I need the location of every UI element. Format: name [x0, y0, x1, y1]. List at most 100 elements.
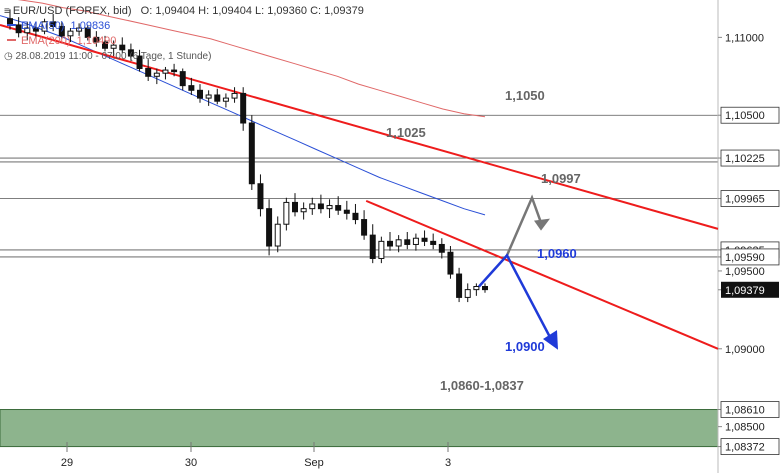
price-axis: 1,110001,105001,102251,099651,096351,095…: [718, 32, 780, 455]
price-label-box: [720, 248, 780, 266]
time-tick-label: 30: [185, 457, 197, 469]
price-tick-label: 1,08372: [725, 442, 765, 454]
legend-period-row: ◷ 28.08.2019 11:00 - 07:00 (6 Tage, 1 St…: [4, 49, 364, 64]
price-label-box: [720, 401, 780, 418]
candle-body: [317, 203, 324, 210]
price-tick-label: 1,09590: [725, 252, 765, 264]
candle-body: [257, 183, 264, 210]
annotation-zone: 1,0860-1,0837: [440, 378, 524, 393]
scenario-down-arrow: [478, 253, 554, 342]
price-label-box: [720, 438, 780, 455]
candle-body: [335, 205, 342, 211]
candle-body: [15, 24, 22, 34]
candle-body: [352, 212, 359, 221]
candle-body: [274, 223, 281, 247]
candle-body: [361, 219, 368, 236]
candle-body: [153, 72, 160, 77]
candle-body: [58, 25, 65, 37]
candle-body: [24, 27, 31, 34]
price-tick-label: 1,08500: [725, 422, 765, 434]
candle-body: [447, 251, 454, 275]
candle-body: [395, 239, 402, 247]
candle-body: [473, 286, 480, 291]
candle-body: [50, 21, 57, 27]
candle-body: [76, 27, 83, 32]
ema200-swatch: [7, 38, 16, 41]
candle-body: [41, 21, 48, 32]
time-tick-label: 3: [445, 457, 451, 469]
price-tick-label: 1,10500: [725, 110, 765, 122]
candles-layer: [7, 9, 488, 303]
annotation-s1: 1,0960: [537, 246, 577, 261]
candle-body: [309, 203, 316, 210]
candle-body: [205, 94, 212, 99]
price-tick-label: 1,11000: [725, 32, 764, 44]
candle-body: [162, 69, 169, 74]
candle-body: [283, 201, 290, 225]
candle-body: [179, 71, 186, 87]
candle-body: [240, 92, 247, 124]
scenario-up-arrowhead: [534, 218, 550, 231]
candle-body: [412, 237, 419, 245]
ema200-label: EMA(200): [21, 35, 71, 47]
candle-body: [387, 240, 393, 247]
time-tick-label: Sep: [304, 457, 324, 469]
candle-body: [93, 36, 100, 43]
level-lines-layer: [0, 0, 719, 473]
annotation-r3: 1,0997: [541, 171, 581, 186]
scenario-up-arrow: [505, 194, 543, 256]
candle-body: [438, 243, 445, 253]
price-label-box: [720, 149, 780, 167]
instrument-name: EUR/USD (FOREX, bid): [12, 5, 132, 17]
price-tick-label: 1,09000: [725, 344, 765, 356]
candle-body: [404, 239, 411, 245]
current-price-box: [721, 281, 779, 298]
support-zone-layer: [0, 409, 719, 448]
candle-body: [188, 85, 195, 91]
candle-body: [110, 44, 117, 49]
current-price-label: 1,09379: [725, 285, 765, 297]
candle-body: [136, 55, 143, 70]
candle-body: [421, 237, 428, 242]
candle-body: [102, 41, 108, 49]
annotation-target: 1,0900: [505, 339, 545, 354]
candle-body: [482, 286, 488, 291]
candle-body: [266, 208, 273, 247]
candle-body: [127, 49, 134, 57]
price-tick-label: 1,09500: [725, 266, 765, 278]
candle-body: [464, 289, 471, 298]
candle-body: [171, 69, 178, 73]
annotation-r2: 1,1025: [386, 125, 426, 140]
candle-body: [214, 94, 221, 102]
chart-legend: ≡ EUR/USD (FOREX, bid) O: 1,09404 H: 1,0…: [4, 4, 364, 64]
legend-ema50-row: EMA(50) 1,09836: [4, 19, 364, 34]
support-zone: [0, 409, 719, 448]
candle-body: [300, 208, 307, 213]
trendline: [0, 23, 719, 230]
time-axis: 29 30 Sep 3: [61, 442, 451, 469]
candle-body: [145, 68, 152, 77]
candle-body: [378, 240, 385, 259]
legend-ema200-row: EMA(200) 1,10490: [4, 34, 364, 49]
chart-type-icon: ≡: [4, 6, 10, 17]
trendline: [365, 199, 719, 350]
period-text: 28.08.2019 11:00 - 07:00 (6 Tage, 1 Stun…: [15, 51, 212, 62]
ema200-value: 1,10490: [76, 35, 117, 47]
candle-body: [197, 89, 203, 99]
price-tick-label: 1,08610: [725, 405, 765, 417]
annotation-r1: 1,1050: [505, 88, 545, 103]
candle-body: [32, 27, 39, 32]
scenario-down-arrowhead: [543, 330, 558, 350]
candle-body: [84, 27, 91, 38]
candle-body: [343, 209, 350, 214]
legend-instrument-row: ≡ EUR/USD (FOREX, bid) O: 1,09404 H: 1,0…: [4, 4, 364, 19]
candle-body: [119, 44, 126, 51]
ema200-line: [17, 0, 486, 118]
ohlc-values: O: 1,09404 H: 1,09404 L: 1,09360 C: 1,09…: [140, 5, 364, 17]
ema50-value: 1,09836: [70, 20, 111, 32]
price-tick-label: 1,10225: [725, 153, 765, 165]
candle-body: [231, 92, 238, 99]
ema50-swatch: [7, 23, 16, 26]
